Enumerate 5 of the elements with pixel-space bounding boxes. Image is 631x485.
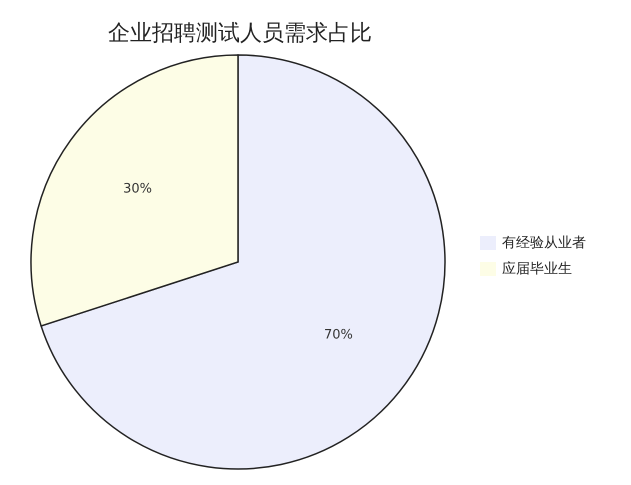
data-label: 70% xyxy=(324,328,353,343)
data-label: 30% xyxy=(123,181,152,196)
legend-label: 有经验从业者 xyxy=(502,235,586,251)
legend-label: 应届毕业生 xyxy=(502,261,572,277)
chart-title: 企业招聘测试人员需求占比 xyxy=(108,21,372,46)
